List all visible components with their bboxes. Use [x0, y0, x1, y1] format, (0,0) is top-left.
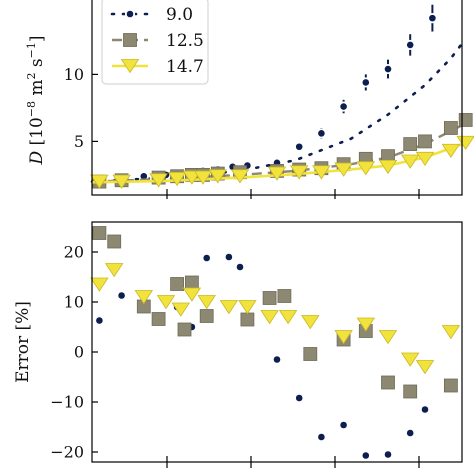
data-point-14.7: [193, 170, 213, 185]
y-tick-label: 5: [74, 132, 84, 151]
data-point-14.7: [289, 165, 309, 180]
y-tick-label: 20: [64, 243, 84, 262]
legend-marker: [120, 59, 140, 74]
legend-entry-14.7: 14.7: [112, 57, 204, 77]
legend-marker: [124, 8, 136, 20]
data-point-9.0: [360, 450, 371, 461]
data-point-14.7: [219, 300, 239, 315]
data-point-14.7: [312, 165, 331, 180]
bottom-y-axis-label: Error [%]: [13, 301, 33, 383]
data-point-12.5: [184, 275, 199, 290]
series-14.7: [90, 135, 474, 189]
data-point-12.5: [381, 375, 395, 390]
data-point-12.5: [403, 137, 418, 151]
y-tick-label: 0: [74, 343, 84, 362]
y-tick-label: 10: [64, 293, 84, 312]
series-14.7: [90, 263, 461, 375]
data-point-14.7: [149, 173, 168, 188]
data-point-9.0: [360, 77, 371, 88]
data-point-12.5: [199, 309, 214, 323]
data-point-12.5: [277, 289, 292, 303]
data-point-14.7: [230, 169, 250, 184]
data-point-14.7: [171, 302, 191, 317]
data-point-14.7: [208, 169, 228, 184]
data-point-14.7: [378, 330, 398, 345]
data-point-9.0: [382, 449, 394, 460]
y-tick-label: −10: [50, 393, 84, 412]
data-point-9.0: [405, 39, 416, 51]
data-point-12.5: [240, 312, 255, 327]
data-point-14.7: [90, 277, 109, 292]
data-point-9.0: [294, 392, 305, 404]
data-point-14.7: [197, 295, 216, 310]
data-point-12.5: [443, 121, 458, 135]
legend: 9.0 12.5 14.7: [101, 0, 209, 85]
data-point-14.7: [278, 310, 298, 325]
data-point-9.0: [116, 290, 127, 301]
bottom-plot-frame: [91, 221, 463, 463]
legend-label: 9.0: [166, 5, 193, 25]
top-plot-frame: [91, 0, 463, 196]
data-point-9.0: [316, 128, 327, 139]
data-point-12.5: [177, 322, 192, 337]
data-point-14.7: [238, 300, 257, 315]
legend-label: 12.5: [166, 31, 204, 51]
legend-entry-9.0: 9.0: [110, 5, 193, 25]
data-point-12.5: [262, 291, 277, 305]
data-point-14.7: [167, 172, 187, 187]
data-point-14.7: [134, 290, 154, 305]
data-point-9.0: [338, 101, 349, 112]
data-point-9.0: [338, 419, 349, 431]
data-point-14.7: [301, 315, 320, 330]
y-tick-label: 10: [64, 65, 84, 84]
data-point-14.7: [415, 151, 435, 167]
data-point-14.7: [415, 360, 435, 375]
panel-error: −20 −10 0 10 20 Error [%]: [13, 221, 463, 468]
data-point-9.0: [294, 141, 305, 152]
data-point-12.5: [403, 384, 418, 399]
y-tick-label: −20: [50, 443, 84, 462]
data-point-14.7: [400, 154, 420, 169]
data-point-12.5: [303, 347, 318, 361]
legend-entry-12.5: 12.5: [112, 31, 204, 51]
data-point-14.7: [441, 143, 461, 159]
data-point-9.0: [234, 261, 246, 273]
data-point-14.7: [267, 166, 287, 181]
data-point-14.7: [334, 330, 353, 345]
data-point-9.0: [405, 427, 416, 439]
panel-diffusion: 9.0 12.5 14.7 5 10 D [10−8 m2 s−1]: [25, 0, 474, 199]
data-point-12.5: [170, 277, 185, 291]
data-point-12.5: [151, 312, 166, 326]
data-point-12.5: [458, 113, 473, 127]
legend-marker: [123, 33, 137, 47]
data-point-14.7: [378, 159, 398, 175]
data-point-12.5: [92, 226, 107, 240]
data-point-9.0: [223, 251, 234, 263]
data-point-14.7: [356, 161, 376, 176]
data-point-14.7: [156, 295, 176, 310]
data-point-9.0: [427, 13, 438, 24]
data-point-9.0: [271, 354, 283, 365]
legend-label: 14.7: [166, 57, 204, 77]
data-point-9.0: [419, 404, 431, 415]
data-point-12.5: [418, 134, 432, 149]
data-point-12.5: [107, 234, 122, 249]
data-point-14.7: [90, 174, 109, 189]
data-point-12.5: [443, 378, 458, 393]
data-point-14.7: [441, 325, 461, 340]
data-point-14.7: [356, 317, 376, 332]
data-point-14.7: [260, 310, 279, 325]
data-point-14.7: [400, 352, 420, 367]
top-y-axis-label: D [10−8 m2 s−1]: [25, 35, 47, 165]
data-point-14.7: [182, 287, 202, 302]
data-point-14.7: [334, 162, 353, 177]
data-point-14.7: [104, 263, 124, 278]
data-point-9.0: [201, 252, 212, 264]
data-point-9.0: [382, 63, 394, 75]
data-point-14.7: [112, 174, 131, 189]
data-point-9.0: [316, 431, 327, 443]
data-point-9.0: [94, 315, 105, 326]
